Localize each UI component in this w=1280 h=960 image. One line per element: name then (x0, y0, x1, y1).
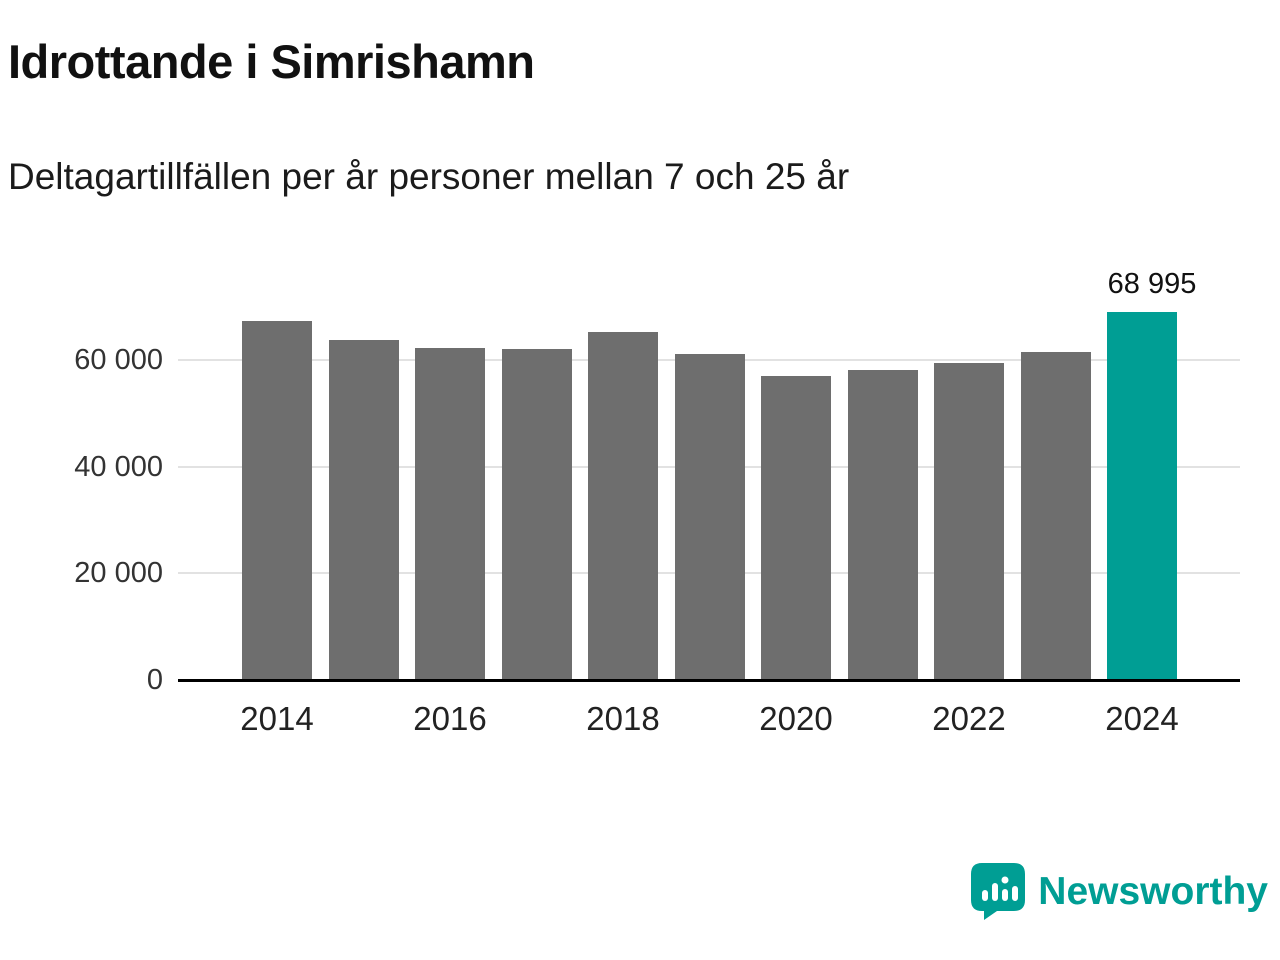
bar (501, 348, 572, 680)
bar (934, 362, 1004, 680)
x-axis-label: 2022 (932, 700, 1006, 737)
y-axis-label: 0 (146, 664, 163, 696)
chart-subtitle: Deltagartillfällen per år personer mella… (8, 156, 850, 197)
x-axis-label: 2014 (240, 700, 314, 737)
newsworthy-branding: Newsworthy (971, 863, 1268, 920)
page-title: Idrottande i Simrishamn (8, 35, 535, 88)
y-axis-label: 20 000 (74, 557, 163, 590)
bar (328, 339, 399, 680)
bar (242, 321, 312, 680)
bar-highlight (1107, 312, 1177, 680)
bar (1020, 352, 1091, 680)
bar (761, 376, 831, 680)
x-axis-label: 2016 (413, 700, 487, 737)
newsworthy-logo-text: Newsworthy (1038, 869, 1268, 913)
x-axis-label: 2020 (759, 700, 833, 737)
x-axis-label: 2024 (1105, 700, 1179, 737)
value-label: 68 995 (1107, 268, 1197, 301)
bar (588, 332, 658, 680)
bar-chart-speech-bubble-icon (971, 863, 1026, 920)
x-axis-line (178, 679, 1240, 682)
y-axis-label: 60 000 (74, 344, 163, 376)
bar (674, 353, 745, 680)
y-axis-label: 40 000 (74, 450, 163, 483)
bar (847, 370, 918, 680)
x-axis-label: 2018 (586, 700, 660, 737)
bar (415, 347, 485, 680)
